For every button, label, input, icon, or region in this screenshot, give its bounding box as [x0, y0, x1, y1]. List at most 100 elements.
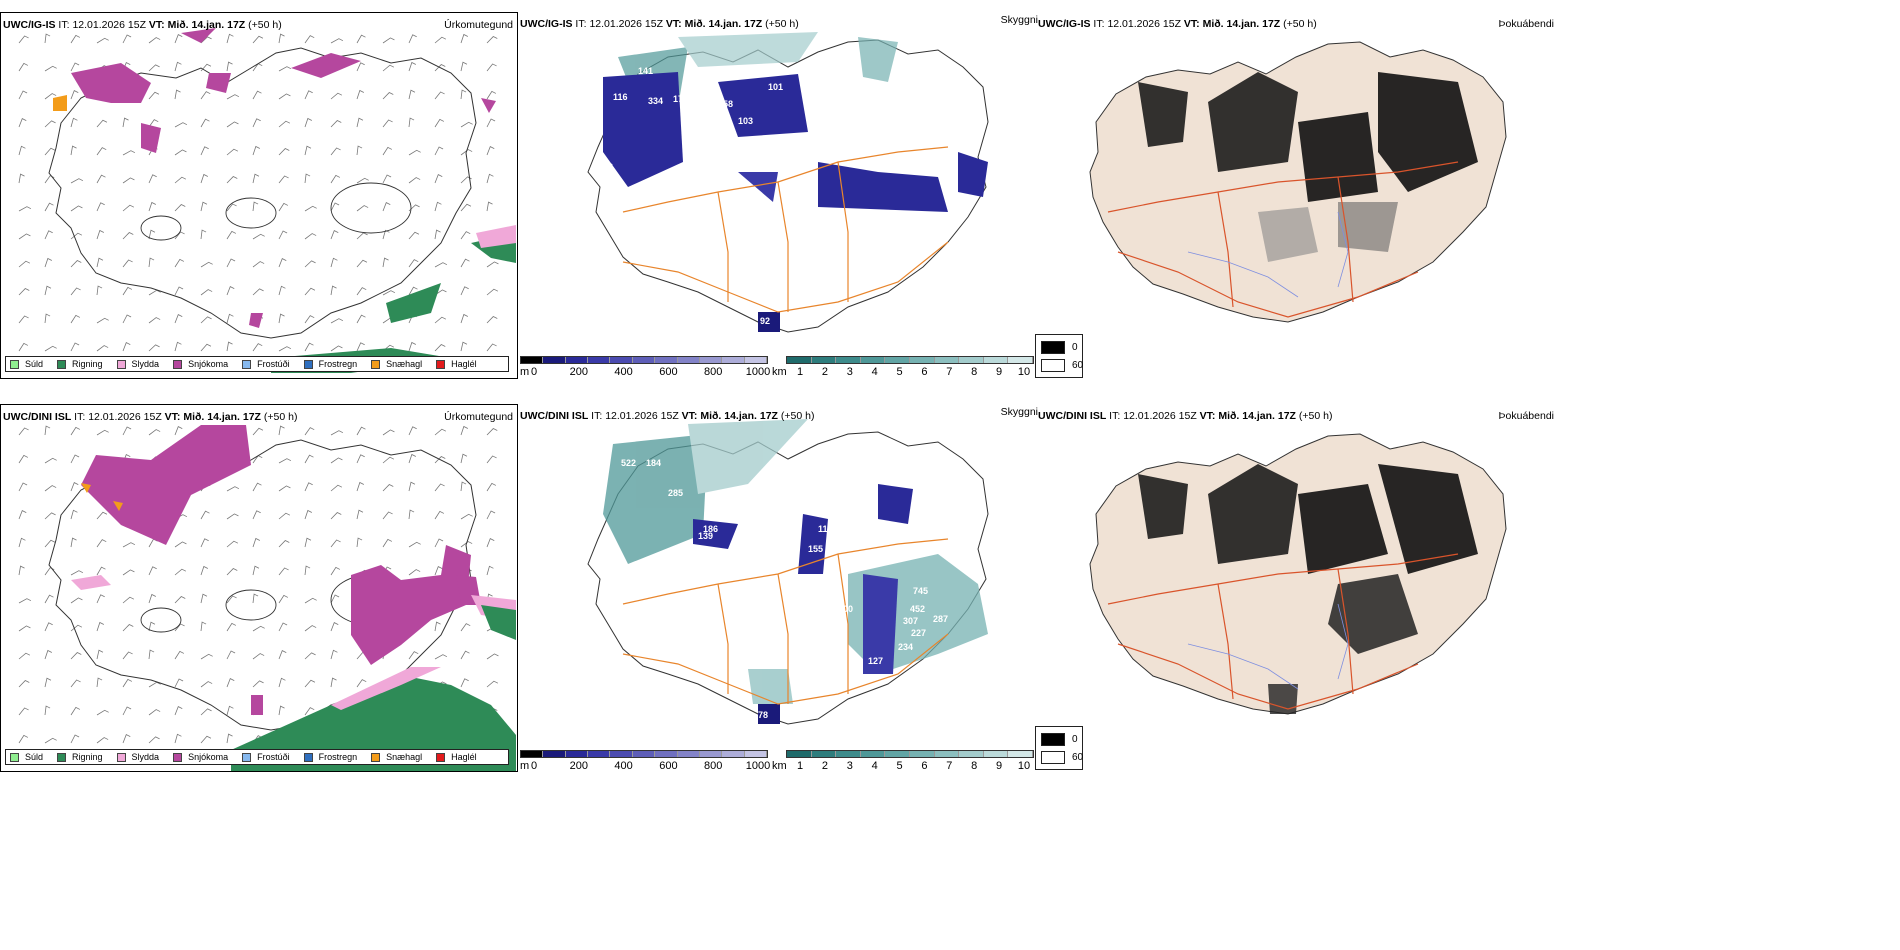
wind-barb [460, 541, 473, 548]
rain-area [481, 605, 516, 640]
legend-item: Rigning [57, 752, 103, 762]
wind-barb [252, 201, 259, 212]
wind-barb [44, 457, 57, 464]
wind-barb [44, 705, 51, 716]
ceiling-panel-row1: 136 141 116 334 170 106 158 103 101 108 93 71 92 UWC… [518, 12, 1038, 379]
wind-barb [174, 122, 188, 128]
wind-barb [200, 201, 208, 212]
wind-barb [252, 343, 263, 352]
colorbar-tick-label: 9 [996, 760, 1003, 772]
wind-barb [252, 145, 261, 156]
wind-barb [226, 705, 234, 716]
wind-barb [382, 484, 394, 492]
wind-barb [304, 145, 312, 156]
wind-barb [122, 426, 132, 436]
colorbar-tick-label: 8 [971, 760, 978, 772]
colorbar-tick-label: 600 [659, 366, 678, 378]
visibility-ticks: 1 2 3 4 5 6 7 8 9 10 [786, 366, 1034, 379]
legend-item: Frostregn [303, 752, 357, 762]
wind-barb [304, 565, 311, 576]
wind-barb [460, 286, 469, 296]
lead-time: (+50 h) [780, 410, 815, 422]
it-label: IT: [591, 410, 603, 422]
wind-barb [226, 568, 238, 576]
wind-barb [330, 484, 343, 492]
legend-swatch [303, 752, 313, 762]
wind-barb [70, 178, 84, 184]
wind-barb [200, 316, 212, 324]
colorbar-cell [543, 751, 566, 757]
ceiling-value-label: 400 [838, 604, 853, 614]
wind-barb [44, 33, 51, 44]
wind-barb [18, 482, 28, 492]
ceiling-unit: m [520, 760, 530, 772]
ceiling-value-label: 103 [738, 116, 753, 126]
wind-barb [434, 201, 442, 212]
wind-barb [278, 202, 289, 212]
wind-barb [226, 203, 237, 212]
wind-barb [200, 510, 210, 520]
wind-barb [304, 173, 311, 184]
panel-title: Þokuábendi [1498, 410, 1554, 422]
precip-panel-row1: UWC/IG-IS IT: 12.01.2026 15Z VT: Mið. 14… [0, 12, 518, 379]
wind-barb [44, 175, 55, 184]
wind-barb [226, 176, 238, 184]
wind-barb [148, 736, 160, 744]
fog-map-row2 [1089, 433, 1507, 715]
colorbar-tick-label: 1 [796, 366, 804, 378]
wind-barb [122, 204, 135, 212]
wind-barb [174, 286, 184, 296]
wind-barb [122, 117, 129, 128]
colorbar-cell [885, 357, 910, 363]
ceiling-area [958, 152, 988, 197]
wind-barb [174, 149, 187, 156]
colorbar-cell [610, 357, 633, 363]
wind-barb [382, 429, 395, 436]
vt-value: Mið. 14.jan. 17Z [1218, 410, 1296, 422]
lead-time: (+50 h) [263, 411, 298, 423]
wind-barb [148, 621, 156, 632]
wind-barb [174, 541, 187, 548]
wind-barb [382, 456, 395, 464]
wind-barb [18, 598, 32, 604]
ceiling-value-label: 92 [760, 316, 770, 326]
colorbar-cell [811, 357, 837, 363]
wind-barb [174, 426, 183, 436]
visibility-area [858, 37, 898, 82]
wind-barb [174, 89, 181, 100]
wind-barb [434, 118, 445, 128]
wind-barb [226, 650, 236, 660]
vt-label: VT: [164, 411, 181, 423]
wind-barb [174, 596, 186, 604]
wind-barb [486, 146, 495, 156]
colorbar-cell [521, 357, 544, 363]
wind-barb [356, 342, 365, 352]
colorbar-cell [699, 751, 723, 757]
wind-barb [70, 117, 78, 128]
wind-barb [44, 230, 53, 240]
legend-item: Súld [10, 359, 43, 369]
visibility-area [603, 434, 708, 564]
ceiling-value-label: 139 [698, 531, 713, 541]
wind-barb [304, 652, 316, 660]
ceiling-ticks: 0 200 400 600 800 1000 [520, 366, 770, 379]
wind-barb [304, 205, 317, 212]
visibility-area [678, 32, 818, 67]
colorbar-cell [836, 357, 861, 363]
wind-barb [460, 149, 473, 156]
lead-time: (+50 h) [248, 19, 282, 31]
wind-barb [148, 317, 161, 324]
ceiling-labels-row2: 522 184 285 139 424 186 155 116 745 452 307 227 287 2… [580, 458, 948, 720]
wind-barb [96, 621, 105, 632]
snow-area [351, 545, 471, 665]
ceiling-value-label: 93 [603, 162, 613, 172]
wind-barb [174, 314, 183, 324]
glaciers [140, 182, 412, 241]
wind-barb [122, 177, 135, 184]
panel-header: UWC/IG-IS IT: 12.01.2026 15Z VT: Mið. 14… [1038, 18, 1317, 30]
vt-label: VT: [1199, 410, 1216, 422]
wind-barb [434, 566, 443, 576]
wind-barb [96, 257, 104, 268]
wind-barb [460, 425, 469, 436]
wind-barb [96, 147, 107, 156]
